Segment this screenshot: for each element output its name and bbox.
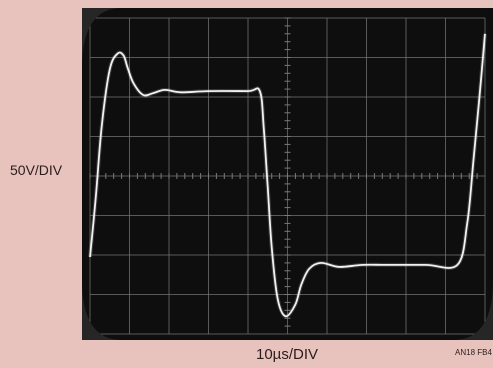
horizontal-scale-label: 10µs/DIV bbox=[256, 346, 318, 363]
bezel-corner-tl bbox=[82, 8, 122, 68]
bezel-corner-bl bbox=[82, 280, 122, 340]
trace-layer bbox=[88, 33, 487, 319]
oscilloscope-screen bbox=[82, 8, 493, 345]
figure-code: AN18 FB4 bbox=[455, 348, 492, 357]
graticule bbox=[82, 8, 493, 340]
vertical-scale-label: 50V/DIV bbox=[10, 162, 63, 178]
oscilloscope-plot bbox=[82, 8, 493, 340]
bezel-corner-br bbox=[453, 280, 493, 340]
trace-line bbox=[89, 33, 486, 318]
